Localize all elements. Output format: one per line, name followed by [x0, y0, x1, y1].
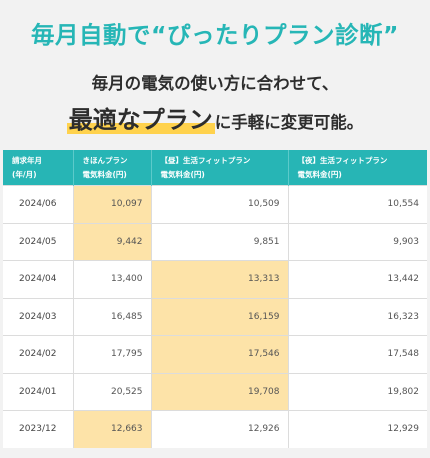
basic-plan-cell: 16,485	[73, 297, 152, 336]
night-fit-plan-cell: 13,442	[288, 260, 427, 298]
table-row: 2024/04 13,400 13,313 13,442	[3, 260, 427, 298]
basic-plan-cell: 12,663	[73, 410, 152, 448]
subtitle-line-2: 最適なプラン に手軽に変更可能。	[0, 100, 430, 135]
subtitle-line-1: 毎月の電気の使い方に合わせて、	[91, 74, 339, 93]
billing-month-cell: 2024/05	[3, 222, 74, 261]
header-night-fit-plan: 【夜】生活フィットプラン 電気料金(円)	[288, 150, 427, 186]
day-fit-plan-cell: 16,159	[151, 297, 289, 336]
basic-plan-cell: 20,525	[73, 372, 152, 411]
billing-month-cell: 2024/04	[3, 260, 74, 298]
basic-plan-cell: 9,442	[73, 222, 152, 261]
table-row: 2023/12 12,663 12,926 12,929	[3, 410, 427, 448]
night-fit-plan-cell: 17,548	[288, 335, 427, 373]
night-fit-plan-cell: 19,802	[288, 372, 427, 411]
billing-month-cell: 2024/06	[3, 185, 74, 223]
night-fit-plan-cell: 9,903	[288, 222, 427, 261]
plan-comparison-table: 請求年月 (年/月) きほんプラン 電気料金(円) 【昼】生活フィットプラン 電気料金…	[3, 150, 427, 448]
basic-plan-cell: 17,795	[73, 335, 152, 373]
night-fit-plan-cell: 12,929	[288, 410, 427, 448]
basic-plan-cell: 10,097	[73, 185, 152, 223]
table-row: 2024/02 17,795 17,546 17,548	[3, 335, 427, 373]
day-fit-plan-cell: 13,313	[151, 260, 289, 298]
billing-month-cell: 2023/12	[3, 410, 74, 448]
table-row: 2024/03 16,485 16,159 16,323	[3, 297, 427, 336]
table-header-row: 請求年月 (年/月) きほんプラン 電気料金(円) 【昼】生活フィットプラン 電気料金…	[3, 150, 427, 186]
day-fit-plan-cell: 10,509	[151, 185, 289, 223]
basic-plan-cell: 13,400	[73, 260, 152, 298]
billing-month-cell: 2024/02	[3, 335, 74, 373]
night-fit-plan-cell: 16,323	[288, 297, 427, 336]
billing-month-cell: 2024/01	[3, 372, 74, 411]
header-day-fit-plan: 【昼】生活フィットプラン 電気料金(円)	[151, 150, 289, 186]
header-basic-plan: きほんプラン 電気料金(円)	[73, 150, 152, 186]
header-billing-month: 請求年月 (年/月)	[3, 150, 74, 186]
night-fit-plan-cell: 10,554	[288, 185, 427, 223]
headline: 毎月自動で“ぴったりプラン診断”	[31, 21, 399, 49]
day-fit-plan-cell: 12,926	[151, 410, 289, 448]
table-row: 2024/05 9,442 9,851 9,903	[3, 222, 427, 261]
day-fit-plan-cell: 19,708	[151, 372, 289, 411]
day-fit-plan-cell: 9,851	[151, 222, 289, 261]
subtitle-rest: に手軽に変更可能。	[214, 113, 364, 132]
table-row: 2024/06 10,097 10,509 10,554	[3, 185, 427, 223]
day-fit-plan-cell: 17,546	[151, 335, 289, 373]
subtitle-highlight: 最適なプラン	[66, 106, 215, 134]
billing-month-cell: 2024/03	[3, 297, 74, 336]
table-row: 2024/01 20,525 19,708 19,802	[3, 372, 427, 411]
